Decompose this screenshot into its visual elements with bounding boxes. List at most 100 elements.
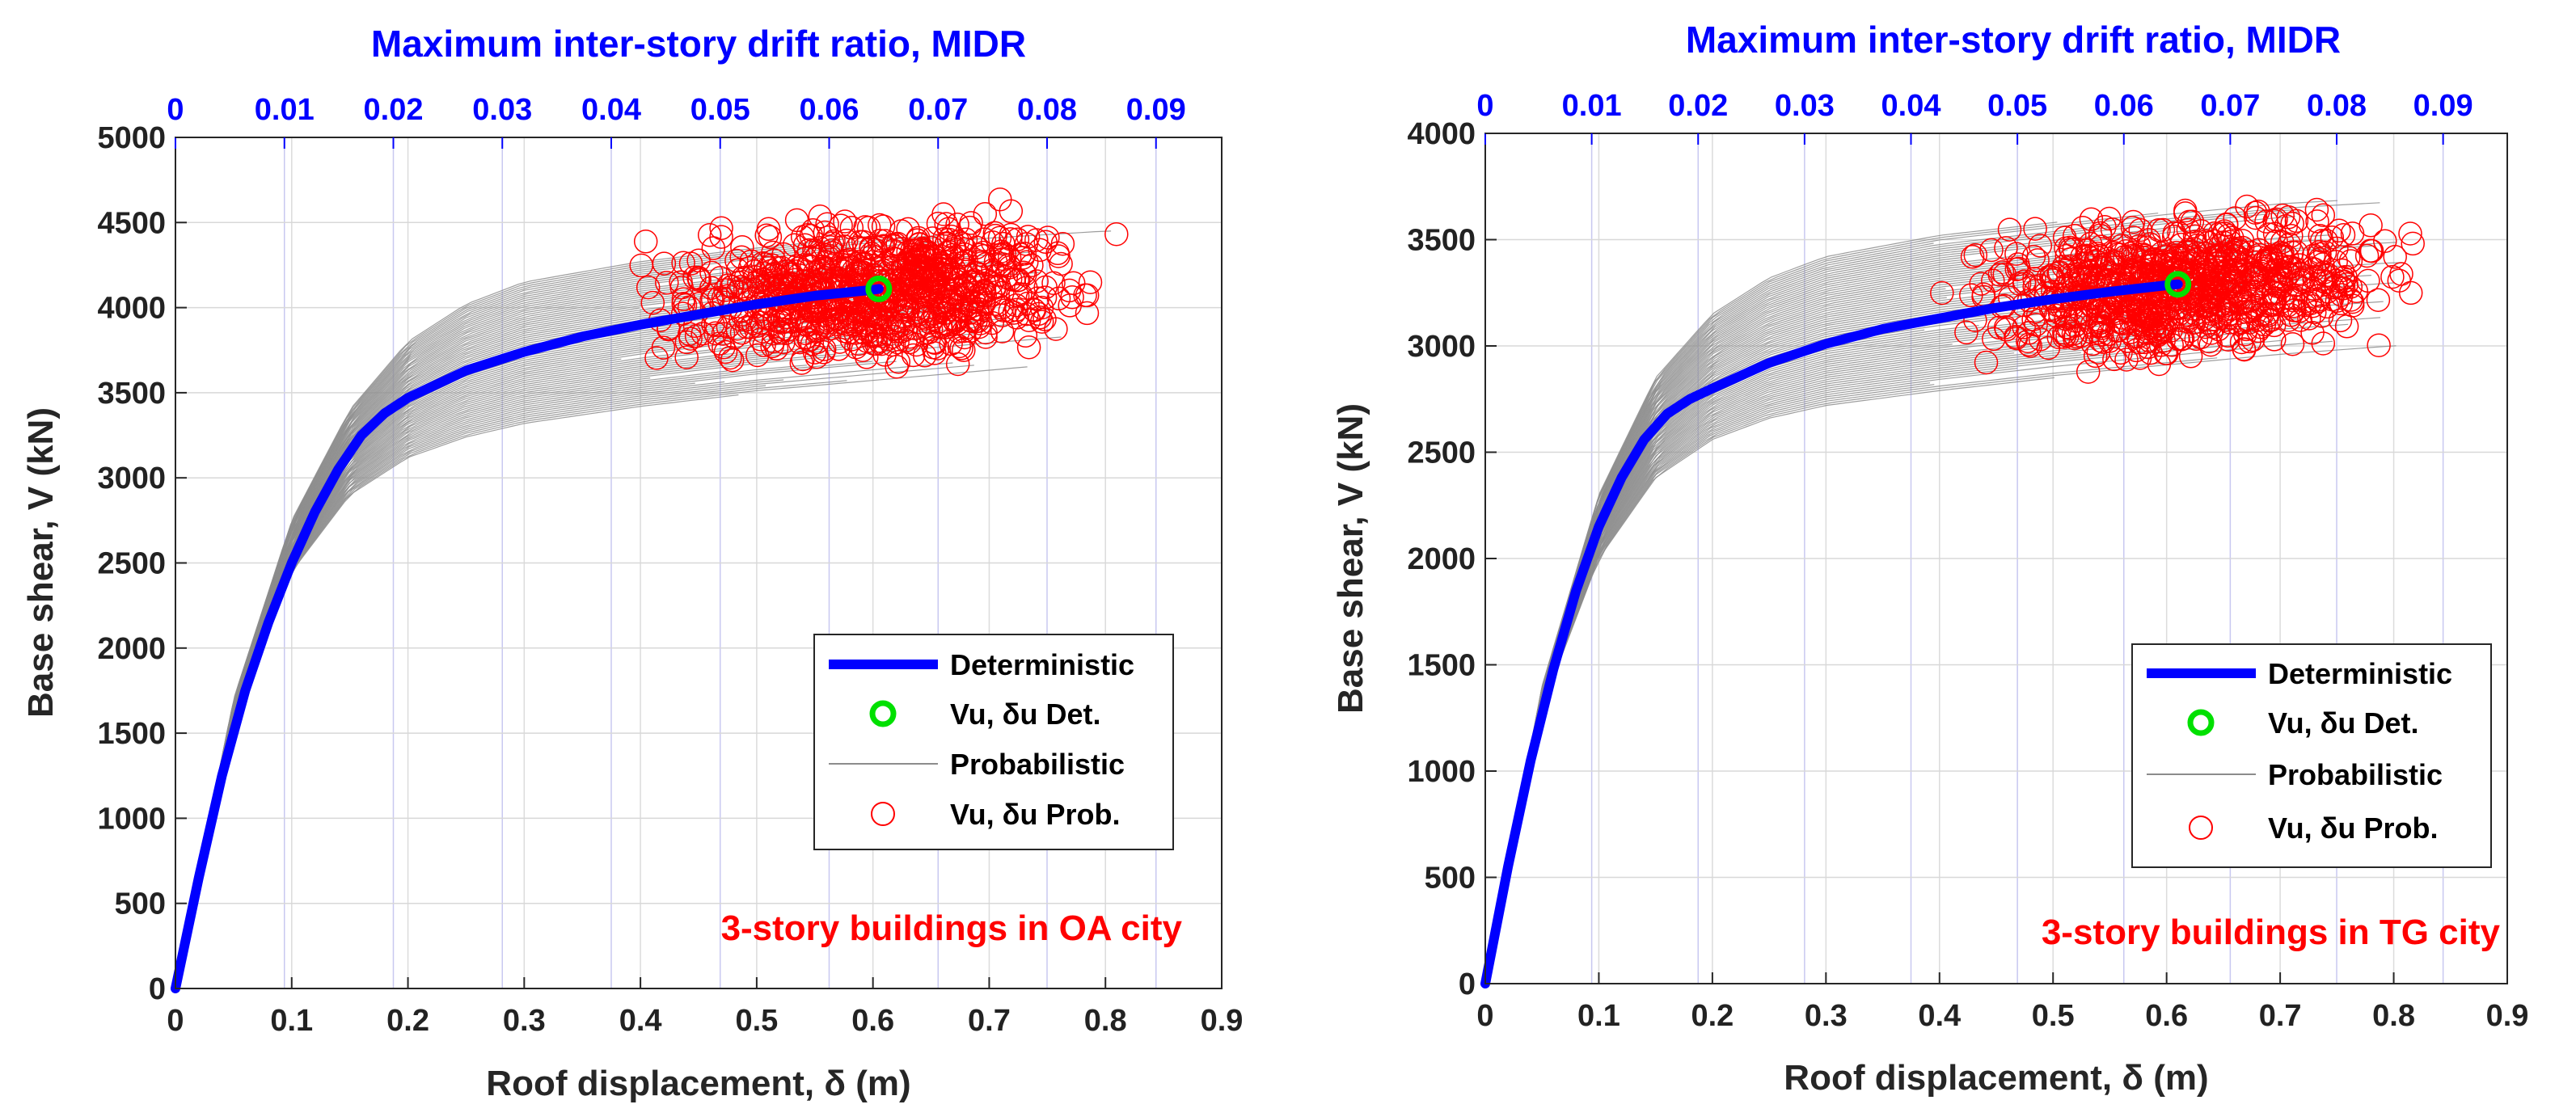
prob-ultimate-point [671, 287, 696, 311]
legend-label-prob-point: Vu, δu Prob. [2268, 811, 2439, 845]
prob-ultimate-point [2307, 250, 2332, 274]
prob-ultimate-point [2075, 243, 2099, 268]
prob-ultimate-point [831, 255, 855, 280]
tick-labels: 0 0.1 0.2 0.3 0.4 0.5 0.6 0.7 0.8 0.9 0 0.01 0.02 0.0… [97, 93, 1243, 1038]
prob-ultimate-point [725, 258, 750, 283]
prob-ultimate-point [633, 230, 658, 254]
x-tick-label: 0.2 [1691, 999, 1734, 1033]
prob-ultimate-point [678, 322, 702, 347]
prob-ultimate-point [962, 289, 986, 314]
top-x-tick-label: 0.09 [2413, 89, 2473, 123]
prob-ultimate-point [2202, 314, 2226, 339]
prob-ultimate-point [2139, 340, 2163, 365]
x-tick-label: 0.4 [1918, 999, 1961, 1033]
x-tick-label: 0.1 [270, 1004, 313, 1038]
prob-ultimate-point [998, 255, 1022, 280]
x-tick-label: 0.3 [1805, 999, 1848, 1033]
prob-ultimate-point [687, 268, 712, 293]
prob-ultimate-point [1002, 301, 1027, 325]
prob-ultimate-point [2320, 226, 2345, 250]
prob-ultimate-point [932, 310, 957, 335]
prob-ultimate-point [730, 235, 754, 259]
prob-ultimate-point [999, 199, 1024, 224]
prob-ultimate-point [973, 320, 998, 345]
prob-ultimate-point [2324, 250, 2348, 274]
prob-ultimate-point [682, 265, 707, 290]
prob-ultimate-point [2237, 289, 2261, 314]
prob-ultimate-point [2054, 243, 2079, 268]
prob-ultimate-point [829, 213, 853, 238]
tick-marks [1484, 133, 2508, 984]
prob-ultimate-point [914, 240, 939, 265]
prob-ultimate-point [2331, 222, 2356, 247]
prob-ultimate-point [990, 319, 1015, 344]
prob-ultimate-point [2173, 198, 2198, 223]
prob-ultimate-point [2193, 314, 2218, 339]
x-tick-label: 0.7 [968, 1004, 1011, 1038]
prob-ultimate-point [2244, 263, 2270, 287]
legend-label-deterministic: Deterministic [2268, 657, 2452, 690]
prob-ultimate-point [885, 330, 910, 355]
prob-ultimate-point [1033, 230, 1058, 255]
prob-ultimate-point [2373, 229, 2397, 253]
prob-ultimate-point [636, 275, 661, 300]
prob-ultimate-point [2198, 332, 2223, 357]
x-tick-label: 0.8 [1084, 1004, 1127, 1038]
probabilistic-curve [175, 365, 974, 989]
legend-label-prob-point: Vu, δu Prob. [950, 798, 1121, 831]
x-axis-title: Roof displacement, δ (m) [1784, 1058, 2208, 1098]
prob-ultimate-point [1028, 238, 1052, 262]
prob-ultimate-point [1994, 236, 2018, 260]
prob-ultimate-point [1013, 262, 1037, 287]
prob-ultimate-point [2280, 240, 2304, 264]
prob-ultimate-point [2254, 284, 2279, 309]
prob-ultimate-point [775, 305, 800, 330]
top-axis-title: Maximum inter-story drift ratio, MIDR [371, 23, 1026, 65]
prob-ultimate-point [918, 317, 944, 342]
prob-ultimate-point [2161, 224, 2186, 249]
prob-ultimate-point [2230, 229, 2255, 253]
prob-ultimate-point [816, 256, 840, 280]
probabilistic-ultimate-points [1930, 194, 2425, 384]
prob-ultimate-point [1954, 320, 1978, 345]
prob-ultimate-point [686, 248, 711, 272]
probabilistic-curve [1484, 282, 2394, 984]
prob-ultimate-point [953, 227, 978, 252]
y-tick-label: 500 [1425, 862, 1476, 896]
probabilistic-curve [1484, 345, 2397, 984]
prob-ultimate-point [1016, 335, 1041, 360]
prob-ultimate-point [2177, 292, 2202, 316]
prob-ultimate-point [2128, 301, 2152, 326]
y-tick-label: 1000 [1407, 755, 1476, 789]
prob-ultimate-point [651, 335, 676, 360]
legend-swatch-det-point [869, 700, 897, 727]
prob-ultimate-point [758, 225, 783, 249]
y-tick-label: 4500 [97, 206, 166, 240]
prob-ultimate-point [774, 271, 799, 295]
prob-ultimate-point [2199, 276, 2223, 300]
prob-ultimate-point [729, 321, 754, 345]
y-tick-label: 1500 [97, 717, 166, 751]
prob-ultimate-point [2185, 297, 2211, 321]
prob-ultimate-point [889, 219, 914, 243]
prob-ultimate-point [2311, 203, 2336, 227]
prob-ultimate-point [900, 238, 924, 263]
top-x-tick-label: 0.06 [800, 93, 859, 127]
prob-ultimate-point [2078, 232, 2103, 256]
prob-ultimate-point [886, 350, 911, 374]
prob-ultimate-point [1061, 271, 1086, 296]
probabilistic-curve [1484, 340, 2333, 984]
prob-ultimate-point [987, 226, 1012, 251]
probabilistic-curve [175, 366, 1028, 989]
prob-ultimate-point [2253, 254, 2278, 279]
prob-ultimate-point [792, 326, 817, 350]
prob-ultimate-point [2114, 348, 2139, 372]
y-tick-label: 2500 [1407, 436, 1476, 470]
prob-ultimate-point [2120, 215, 2145, 240]
prob-ultimate-point [2244, 205, 2268, 230]
prob-ultimate-point [2189, 219, 2213, 243]
prob-ultimate-point [2006, 252, 2030, 276]
prob-ultimate-point [915, 258, 940, 283]
prob-ultimate-point [712, 335, 736, 360]
prob-ultimate-point [2245, 276, 2270, 300]
